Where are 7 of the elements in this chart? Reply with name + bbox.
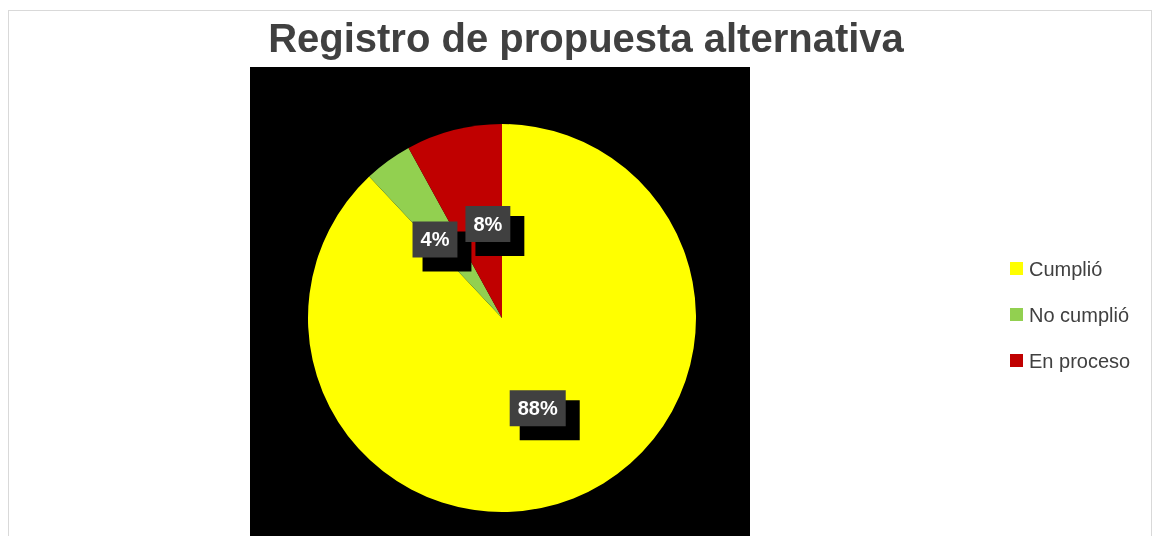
legend-label: En proceso bbox=[1029, 350, 1131, 373]
data-label: 8% bbox=[473, 212, 503, 235]
legend-label: No cumplió bbox=[1029, 304, 1130, 327]
data-label: 4% bbox=[420, 228, 450, 251]
legend-label: Cumplió bbox=[1029, 258, 1103, 281]
data-label: 88% bbox=[517, 396, 558, 419]
chart-title: Registro de propuesta alternativa bbox=[267, 15, 905, 62]
